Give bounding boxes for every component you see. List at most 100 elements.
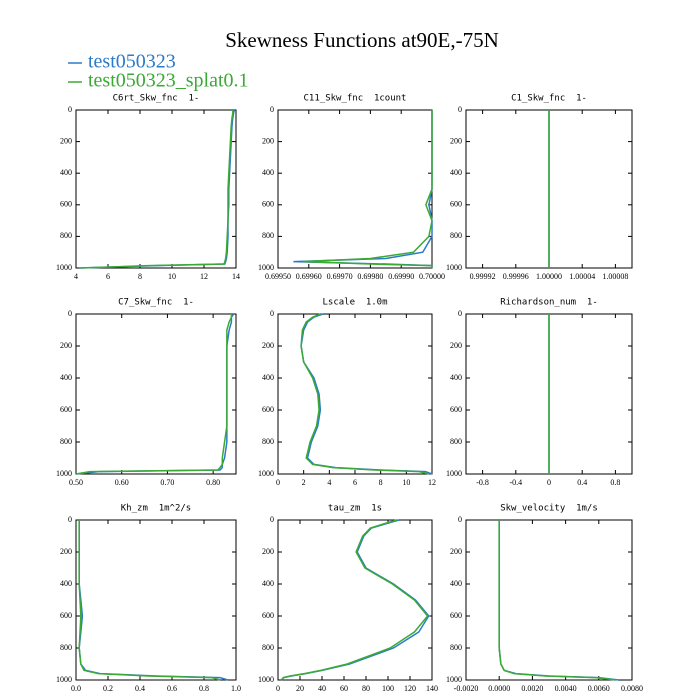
x-tick-label: 2	[302, 478, 306, 487]
y-tick-label: 600	[60, 405, 72, 414]
y-tick-label: 400	[450, 373, 462, 382]
x-tick-label: 0.50	[69, 478, 83, 487]
y-tick-label: 200	[262, 341, 274, 350]
y-tick-label: 400	[262, 168, 274, 177]
x-tick-label: 4	[327, 478, 331, 487]
y-tick-label: 0	[270, 309, 274, 318]
x-tick-label: 0.80	[206, 478, 220, 487]
y-tick-label: 200	[60, 547, 72, 556]
y-tick-label: 1000	[258, 675, 274, 684]
x-tick-label: 1.00004	[569, 272, 595, 281]
plot-frame	[277, 109, 433, 269]
x-tick-label: 6	[353, 478, 357, 487]
y-tick-label: 1000	[258, 469, 274, 478]
y-tick-label: 1000	[446, 469, 462, 478]
y-tick-label: 400	[262, 579, 274, 588]
y-tick-label: 200	[450, 547, 462, 556]
plot-frame	[75, 313, 237, 475]
y-tick-label: 600	[450, 405, 462, 414]
y-tick-label: 400	[60, 373, 72, 382]
series-line	[300, 313, 430, 475]
x-tick-label: 1.00008	[602, 272, 628, 281]
series-line	[79, 109, 236, 269]
y-tick-label: 1000	[446, 675, 462, 684]
y-tick-label: 0	[68, 105, 72, 114]
x-tick-label: 1.00000	[536, 272, 562, 281]
x-tick-label: 0.70	[160, 478, 174, 487]
y-tick-label: 400	[450, 579, 462, 588]
x-tick-label: 0.0000	[488, 684, 510, 693]
x-tick-label: 0.0020	[521, 684, 543, 693]
plot-frame	[75, 519, 237, 681]
x-tick-label: 0.99992	[470, 272, 496, 281]
x-tick-label: 14	[232, 272, 240, 281]
y-tick-label: 200	[450, 341, 462, 350]
panel-title: C1_Skw_fnc 1-	[511, 94, 587, 104]
panel-title: C6rt_Skw_fnc 1-	[113, 94, 200, 104]
chart-title: Skewness Functions at90E,-75N	[225, 28, 499, 52]
x-tick-label: 100	[382, 684, 394, 693]
x-tick-label: 10	[402, 478, 410, 487]
x-tick-label: 0.6	[167, 684, 177, 693]
x-tick-label: 0.69960	[296, 272, 322, 281]
y-tick-label: 1000	[56, 675, 72, 684]
y-tick-label: 200	[60, 136, 72, 145]
y-tick-label: 1000	[56, 469, 72, 478]
legend-entry: test050323	[88, 51, 176, 73]
y-tick-label: 200	[262, 136, 274, 145]
x-tick-label: 8	[138, 272, 142, 281]
x-tick-label: 0.69980	[357, 272, 383, 281]
series-line	[293, 110, 433, 268]
y-tick-label: 1000	[446, 263, 462, 272]
y-tick-label: 600	[262, 200, 274, 209]
x-tick-label: 0.70000	[419, 272, 445, 281]
x-tick-label: 0.4	[135, 684, 145, 693]
y-tick-label: 600	[450, 611, 462, 620]
x-tick-label: -0.0020	[454, 684, 479, 693]
y-tick-label: 400	[450, 168, 462, 177]
y-tick-label: 0	[68, 515, 72, 524]
x-tick-label: 0.69970	[327, 272, 353, 281]
x-tick-label: 20	[296, 684, 304, 693]
y-tick-label: 800	[450, 231, 462, 240]
series-line	[498, 520, 619, 681]
x-tick-label: 4	[74, 272, 78, 281]
y-tick-label: 600	[450, 200, 462, 209]
series-line	[75, 313, 235, 475]
y-tick-label: 600	[262, 405, 274, 414]
x-tick-label: 0.0060	[588, 684, 610, 693]
x-tick-label: 0	[547, 478, 551, 487]
plot-frame	[465, 519, 633, 681]
series-line	[302, 110, 433, 268]
x-tick-label: 12	[428, 478, 436, 487]
y-tick-label: 0	[68, 309, 72, 318]
y-tick-label: 0	[270, 515, 274, 524]
y-tick-label: 0	[458, 515, 462, 524]
y-tick-label: 800	[60, 643, 72, 652]
series-line	[78, 520, 229, 681]
x-tick-label: 0.0040	[555, 684, 577, 693]
x-tick-label: 0.60	[115, 478, 129, 487]
x-tick-label: 0.8	[199, 684, 209, 693]
y-tick-label: 600	[60, 200, 72, 209]
x-tick-label: 80	[362, 684, 370, 693]
y-tick-label: 0	[270, 105, 274, 114]
series-line	[280, 519, 430, 681]
x-tick-label: -0.8	[476, 478, 489, 487]
y-tick-label: 0	[458, 105, 462, 114]
x-tick-label: 0.4	[577, 478, 587, 487]
x-tick-label: 0.69990	[388, 272, 414, 281]
x-tick-label: 0.0080	[621, 684, 643, 693]
y-tick-label: 400	[262, 373, 274, 382]
panel-title: Lscale 1.0m	[322, 298, 387, 308]
x-tick-label: 140	[426, 684, 438, 693]
y-tick-label: 800	[60, 231, 72, 240]
y-tick-label: 200	[60, 341, 72, 350]
y-tick-label: 600	[60, 611, 72, 620]
panel-title: Skw_velocity 1m/s	[500, 504, 598, 514]
x-tick-label: 0.0	[71, 684, 81, 693]
y-tick-label: 400	[60, 168, 72, 177]
panel-title: Kh_zm 1m^2/s	[121, 504, 191, 514]
y-tick-label: 1000	[258, 263, 274, 272]
